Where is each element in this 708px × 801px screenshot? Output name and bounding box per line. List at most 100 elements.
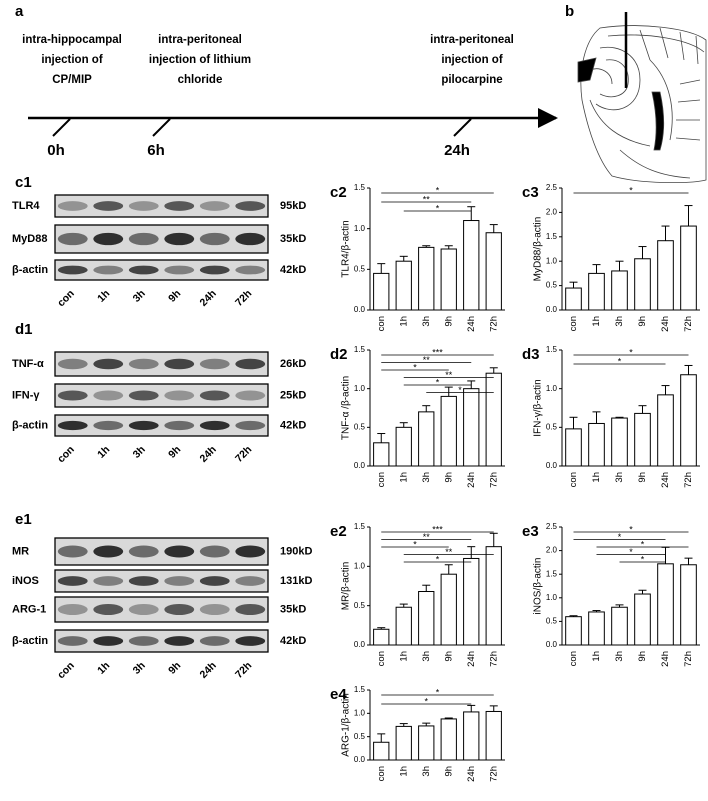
blot-band — [235, 358, 266, 370]
blot-band — [164, 201, 195, 211]
event-text: injection of — [441, 54, 503, 66]
blot-band — [128, 390, 159, 401]
blot-band — [93, 420, 124, 431]
bar — [440, 718, 457, 761]
lane-label: 3h — [131, 288, 148, 305]
bar — [680, 374, 697, 467]
bar — [395, 260, 412, 311]
size-label: 26kD — [280, 358, 306, 370]
protein-label: iNOS — [12, 575, 39, 587]
protein-label: MR — [12, 545, 29, 557]
event-text: intra-peritoneal — [430, 34, 514, 46]
event-text: injection of — [41, 54, 103, 66]
blot-band — [164, 636, 195, 646]
panel-label: c2 — [330, 184, 347, 201]
panel-label: d1 — [15, 321, 33, 338]
lane-label: con — [55, 288, 77, 310]
protein-label: ARG-1 — [12, 603, 46, 615]
bar — [463, 220, 480, 311]
y-axis-label: TNF-α /β-actin — [341, 376, 352, 440]
time-tick — [52, 118, 71, 137]
blot-band — [128, 576, 159, 586]
blot-band — [199, 420, 230, 431]
brain-schematic — [577, 25, 707, 184]
blot-band — [199, 576, 230, 586]
y-tick-label: 0.5 — [546, 617, 558, 626]
significance-label: * — [436, 377, 440, 387]
blot-band — [93, 358, 124, 370]
time-label: 24h — [444, 142, 470, 159]
blot-frame — [54, 194, 269, 218]
y-tick-label: 0.5 — [354, 264, 366, 273]
event-text: intra-peritoneal — [158, 34, 242, 46]
x-tick-label: con — [568, 651, 579, 666]
significance-label: ** — [445, 370, 453, 380]
protein-label: β-actin — [12, 419, 48, 431]
size-label: 35kD — [280, 603, 306, 615]
blot-band — [199, 265, 230, 275]
lane-label: 3h — [131, 444, 148, 461]
protein-label: TLR4 — [12, 200, 40, 212]
x-tick-label: 9h — [637, 651, 648, 662]
blot-band — [57, 390, 88, 401]
significance-label: *** — [432, 524, 443, 534]
lane-label: 9h — [166, 660, 183, 677]
blot-band — [235, 265, 266, 275]
blot-band — [235, 636, 266, 646]
bar — [634, 258, 651, 311]
size-label: 190kD — [280, 545, 312, 557]
bar — [565, 428, 582, 467]
lane-label: 24h — [198, 288, 219, 309]
bar — [395, 606, 412, 646]
bar — [440, 248, 457, 311]
bar — [611, 606, 628, 646]
x-tick-label: 3h — [614, 472, 625, 483]
bar — [395, 426, 412, 467]
x-tick-label: 24h — [466, 651, 477, 667]
x-tick-label: 24h — [660, 472, 671, 488]
y-tick-label: 0.0 — [354, 461, 366, 470]
panel-label: d2 — [330, 346, 348, 363]
significance-label: * — [618, 356, 622, 366]
blot-band — [93, 545, 124, 558]
panel-label: e4 — [330, 686, 347, 703]
y-tick-label: 0.5 — [546, 281, 558, 290]
x-tick-label: 9h — [637, 472, 648, 483]
size-label: 131kD — [280, 575, 312, 587]
blot-band — [93, 265, 124, 275]
x-tick-label: 9h — [443, 316, 454, 327]
blot-band — [93, 390, 124, 401]
x-tick-label: 72h — [488, 651, 499, 667]
blot-frame — [54, 537, 269, 566]
bar — [418, 246, 435, 311]
bar — [611, 270, 628, 311]
y-tick-label: 1.5 — [546, 345, 558, 354]
x-tick-label: 72h — [488, 472, 499, 488]
size-label: 95kD — [280, 200, 306, 212]
significance-label: *** — [432, 347, 443, 357]
y-tick-label: 1.5 — [546, 569, 558, 578]
x-tick-label: 9h — [443, 472, 454, 483]
x-tick-label: 3h — [421, 316, 432, 327]
x-tick-label: 72h — [488, 766, 499, 782]
blot-frame — [54, 383, 269, 408]
significance-label: * — [629, 547, 633, 557]
lane-label: 72h — [233, 660, 254, 681]
y-axis-label: iNOS/β-actin — [533, 558, 544, 615]
x-tick-label: 1h — [591, 651, 602, 662]
blot-band — [164, 232, 195, 246]
blot-band — [235, 390, 266, 401]
x-tick-label: 3h — [421, 472, 432, 483]
bar — [657, 563, 674, 646]
blot-frame — [54, 224, 269, 254]
panel-label: c1 — [15, 174, 32, 191]
bar — [611, 417, 628, 467]
y-tick-label: 1.0 — [354, 384, 366, 393]
y-tick-label: 1.0 — [546, 593, 558, 602]
x-tick-label: 3h — [614, 316, 625, 327]
blot-band — [57, 358, 88, 370]
y-axis-label: TLR4/β-actin — [341, 220, 352, 277]
significance-label: ** — [423, 532, 431, 542]
size-label: 42kD — [280, 264, 306, 276]
bar — [657, 240, 674, 311]
